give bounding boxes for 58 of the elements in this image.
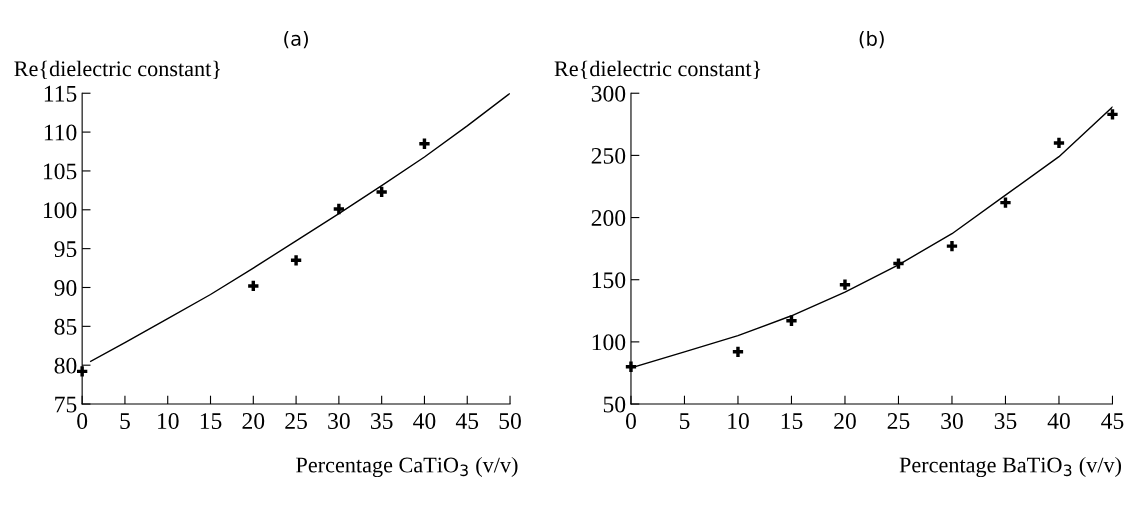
x-tick-label: 45 [455,413,479,429]
x-tick-label: 25 [285,413,307,429]
x-tick-label: 30 [941,413,963,429]
x-tick-label: 25 [887,413,910,429]
point [946,241,958,252]
y-tick-label: 80 [54,357,77,374]
point [333,203,345,215]
x-tick-label: 0 [625,413,636,429]
x-tick-label: 35 [370,413,393,429]
y-tick-label: 50 [603,396,626,413]
x-axis-title: Percentage BaTiO$_{3}$ (v/v) [899,456,1121,478]
point [1107,109,1118,120]
point [786,315,797,326]
x-tick-label: 5 [120,413,130,429]
x-tick-label: 20 [834,413,856,429]
point [1000,197,1011,208]
line-series [90,93,511,363]
x-tick-label: 5 [679,413,690,429]
y-tick-label: 100 [592,334,626,351]
x-tick-label: 20 [242,413,265,429]
point [290,255,302,266]
x-tick-label: 45 [1101,413,1124,429]
x-tick-label: 10 [158,413,179,429]
y-tick-label: 300 [591,85,626,102]
x-tick-label: 30 [328,413,350,429]
y-tick-label: 115 [44,85,77,102]
y-axis-title: Re{dielectric constant} [14,60,220,80]
point [77,366,88,377]
point [376,186,387,198]
x-tick-label: 35 [994,413,1017,429]
point [893,258,904,269]
x-tick-label: 0 [77,413,88,429]
y-tick-label: 105 [43,163,77,180]
point [1053,137,1065,149]
chart-title: (b) [859,30,884,49]
y-tick-label: 100 [43,202,77,219]
x-tick-label: 15 [781,413,803,429]
y-tick-label: 200 [591,210,626,226]
y-tick-label: 250 [591,147,626,164]
chart-title: (a) [284,30,308,49]
point [248,280,259,292]
x-tick-label: 10 [728,413,749,429]
x-tick-label: 40 [1047,413,1070,429]
point [419,138,430,149]
x-tick-label: 40 [413,413,436,429]
y-tick-label: 95 [54,241,77,258]
y-tick-label: 75 [55,396,77,413]
x-tick-label: 15 [200,413,222,429]
y-tick-label: 110 [44,124,77,141]
y-axis-title: Re{dielectric constant} [554,60,761,80]
point [839,279,851,290]
x-tick-label: 50 [499,413,521,429]
y-tick-label: 85 [54,318,77,335]
y-tick-label: 90 [54,279,77,296]
x-axis-title: Percentage CaTiO$_{3}$ (v/v) [296,456,518,478]
y-tick-label: 150 [592,272,626,289]
point [732,346,744,357]
point [625,361,637,372]
